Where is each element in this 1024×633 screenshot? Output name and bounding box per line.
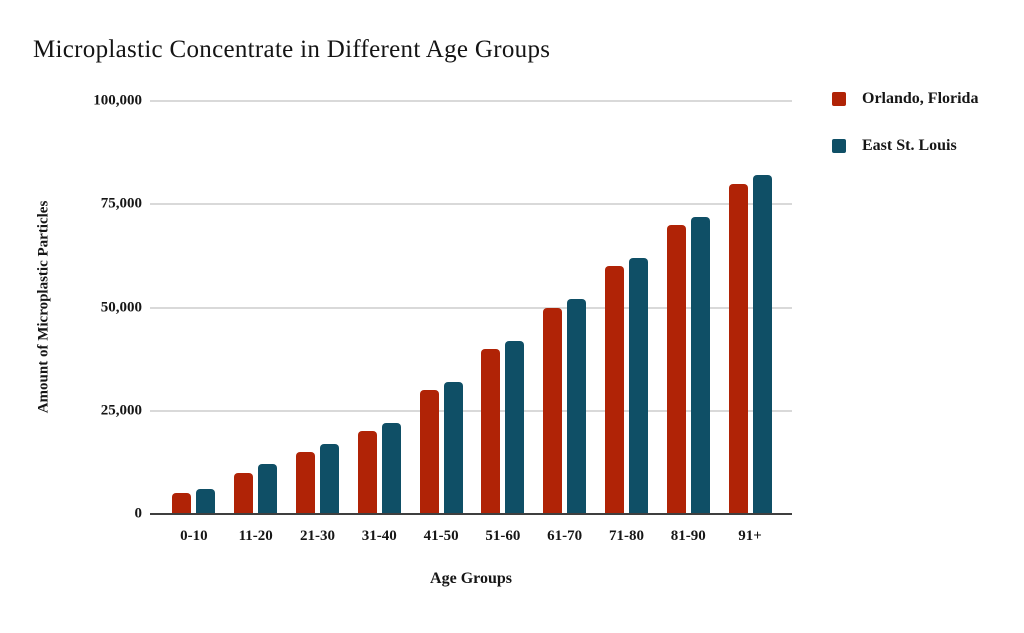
bar-orlando-florida-61-70[interactable] [543,307,563,514]
bar-east-st-louis-41-50[interactable] [443,381,463,514]
x-tick-label: 0-10 [180,528,208,544]
bar-east-st-louis-71-80[interactable] [628,257,648,514]
bars-row [163,101,781,514]
bar-orlando-florida-51-60[interactable] [481,348,501,514]
gridline-75000 [150,203,792,206]
bar-east-st-louis-91+[interactable] [752,175,772,514]
bar-group-21-30 [287,101,349,514]
x-tick-label: 91+ [738,528,762,544]
x-tick-label: 31-40 [361,528,397,544]
bar-group-51-60 [472,101,534,514]
legend-label: East St. Louis [862,137,957,154]
bar-group-11-20 [225,101,287,514]
y-tick-label: 0 [134,505,143,522]
bar-east-st-louis-61-70[interactable] [567,299,587,514]
bar-orlando-florida-21-30[interactable] [295,452,315,514]
bar-orlando-florida-11-20[interactable] [234,472,254,514]
legend: Orlando, Florida East St. Louis [832,90,978,155]
bar-east-st-louis-0-10[interactable] [196,489,216,514]
chart-title: Microplastic Concentrate in Different Ag… [33,36,551,63]
bar-group-71-80 [596,101,658,514]
bar-east-st-louis-81-90[interactable] [690,216,710,514]
bar-east-st-louis-51-60[interactable] [505,340,525,514]
y-tick-label: 25,000 [100,402,142,419]
bar-orlando-florida-81-90[interactable] [666,224,686,514]
x-axis-title: Age Groups [430,570,512,587]
y-tick-label: 75,000 [100,195,142,212]
x-axis-tick-labels: 0-10 11-20 21-30 31-40 41-50 51-60 61-70 71-80 8… [163,528,781,545]
gridline-25000 [150,409,792,412]
bar-group-41-50 [410,101,472,514]
gridline-100000 [150,100,792,102]
bar-east-st-louis-11-20[interactable] [258,464,278,514]
y-tick-label: 100,000 [93,92,142,109]
bar-orlando-florida-0-10[interactable] [172,493,192,514]
gridline-50000 [150,306,792,309]
x-tick-label: 21-30 [299,528,335,544]
bar-group-81-90 [657,101,719,514]
bar-group-91+ [719,101,781,514]
legend-item-orlando-florida[interactable]: Orlando, Florida [832,90,978,108]
y-axis-title: Amount of Microplastic Particles [35,200,52,414]
bar-orlando-florida-71-80[interactable] [604,266,624,514]
bar-east-st-louis-31-40[interactable] [381,423,401,514]
legend-swatch-icon [832,139,846,153]
x-tick-label: 51-60 [485,528,521,544]
legend-item-east-st-louis[interactable]: East St. Louis [832,137,978,155]
bar-orlando-florida-91+[interactable] [728,183,748,514]
bar-orlando-florida-31-40[interactable] [357,431,377,514]
x-tick-label: 11-20 [238,528,273,544]
bar-group-0-10 [163,101,225,514]
x-tick-label: 61-70 [547,528,583,544]
x-tick-label: 41-50 [423,528,459,544]
x-axis-line [150,513,792,515]
bar-group-31-40 [348,101,410,514]
bar-east-st-louis-21-30[interactable] [319,443,339,514]
bar-group-61-70 [534,101,596,514]
x-tick-label: 71-80 [608,528,644,544]
y-tick-label: 50,000 [100,299,142,315]
bar-orlando-florida-41-50[interactable] [419,390,439,514]
legend-label: Orlando, Florida [862,90,979,107]
legend-swatch-icon [832,92,846,106]
plot-area [150,100,792,515]
x-tick-label: 81-90 [670,528,706,544]
